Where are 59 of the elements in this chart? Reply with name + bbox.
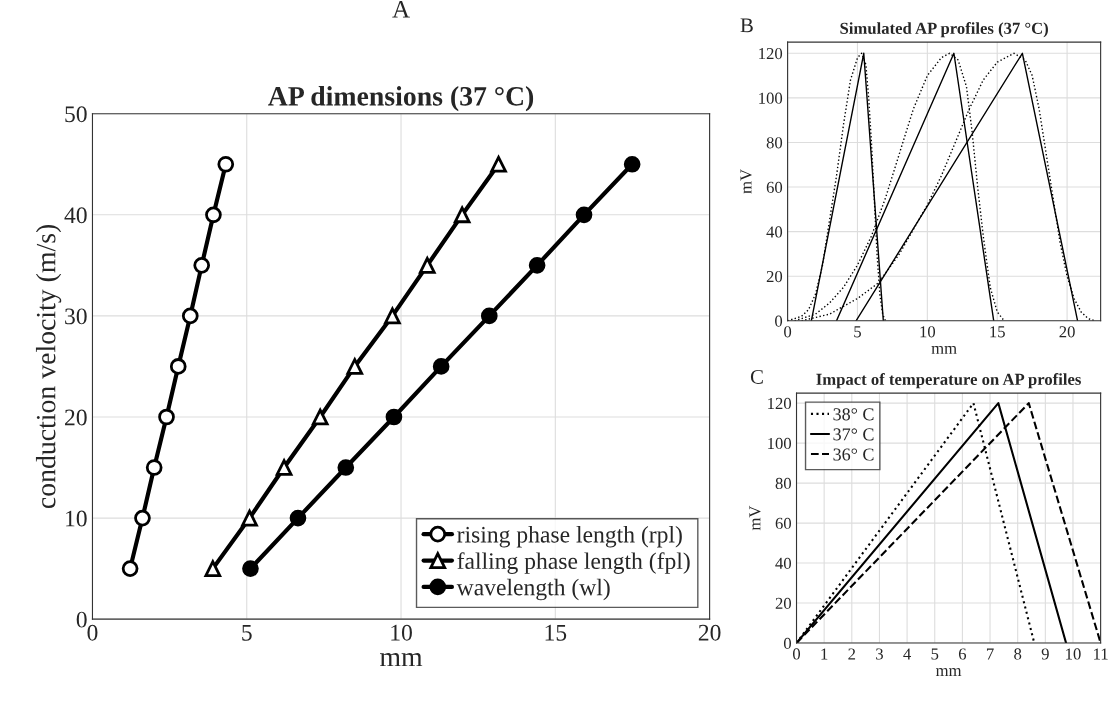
legend-label: 38° C: [833, 408, 874, 421]
x-tick-label: 15: [545, 624, 567, 641]
y-tick-label: 60: [766, 181, 783, 193]
x-tick-label: 0: [87, 624, 98, 641]
x-tick-label: 3: [876, 648, 883, 660]
y-tick-label: 120: [759, 47, 783, 60]
x-tick-label: 2: [848, 648, 856, 660]
x-tick-label: 9: [1041, 648, 1049, 660]
x-tick-label: 10: [391, 624, 412, 641]
y-tick-label: 50: [65, 106, 87, 123]
y-tick-label: 0: [783, 637, 792, 649]
y-tick-label: 0: [775, 315, 783, 327]
x-tick-label: 10: [920, 326, 936, 338]
legend-label: falling phase length (fpl): [457, 552, 690, 574]
x-axis-title: mm: [931, 345, 957, 354]
y-tick-label: 80: [775, 477, 792, 490]
y-axis-title: mV: [740, 169, 752, 194]
text: A: [392, 0, 410, 18]
chart-title: Simulated AP profiles (37 °C): [840, 22, 1048, 38]
y-tick-label: 100: [759, 92, 783, 104]
chart-title: AP dimensions (37 °C): [268, 86, 534, 112]
x-tick-label: 20: [1059, 326, 1075, 338]
x-tick-label: 0: [792, 648, 801, 660]
y-tick-label: 100: [768, 437, 792, 450]
y-tick-label: 40: [766, 226, 783, 238]
y-tick-label: 20: [775, 597, 792, 609]
y-tick-label: 20: [766, 270, 783, 283]
x-axis-title: mm: [935, 668, 962, 676]
x-tick-label: 11: [1094, 648, 1108, 660]
legend-label: 36° C: [833, 448, 874, 461]
x-tick-label: 5: [854, 326, 861, 338]
legend-label: wavelength (wl): [456, 578, 610, 601]
y-tick-label: 10: [66, 510, 87, 527]
legend-label: 37° C: [833, 428, 874, 441]
x-tick-label: 5: [242, 624, 252, 641]
text: B: [740, 18, 753, 33]
legend-label: rising phase length (rpl): [457, 526, 682, 548]
x-tick-label: 4: [903, 648, 912, 660]
y-tick-label: 20: [65, 409, 87, 426]
x-axis-title: mm: [380, 653, 423, 667]
x-tick-label: 1: [821, 648, 828, 660]
y-axis-title: conduction velocity (m/s): [35, 224, 62, 509]
y-tick-label: 120: [768, 397, 792, 410]
x-tick-label: 6: [958, 648, 967, 660]
y-tick-label: 40: [775, 557, 792, 570]
x-tick-label: 20: [698, 624, 721, 641]
y-tick-label: 80: [766, 137, 783, 149]
x-tick-label: 5: [931, 648, 939, 660]
chart-title: Impact of temperature on AP profiles: [816, 373, 1081, 389]
y-tick-label: 30: [65, 308, 87, 325]
x-tick-label: 15: [990, 326, 1005, 338]
y-tick-label: 60: [775, 517, 792, 530]
x-tick-label: 10: [1066, 648, 1081, 660]
y-axis-title: mV: [749, 505, 761, 531]
text: C: [750, 369, 763, 384]
y-tick-label: 40: [64, 207, 87, 224]
x-tick-label: 7: [986, 648, 994, 660]
x-tick-label: 8: [1014, 648, 1022, 660]
y-tick-label: 0: [76, 611, 87, 628]
